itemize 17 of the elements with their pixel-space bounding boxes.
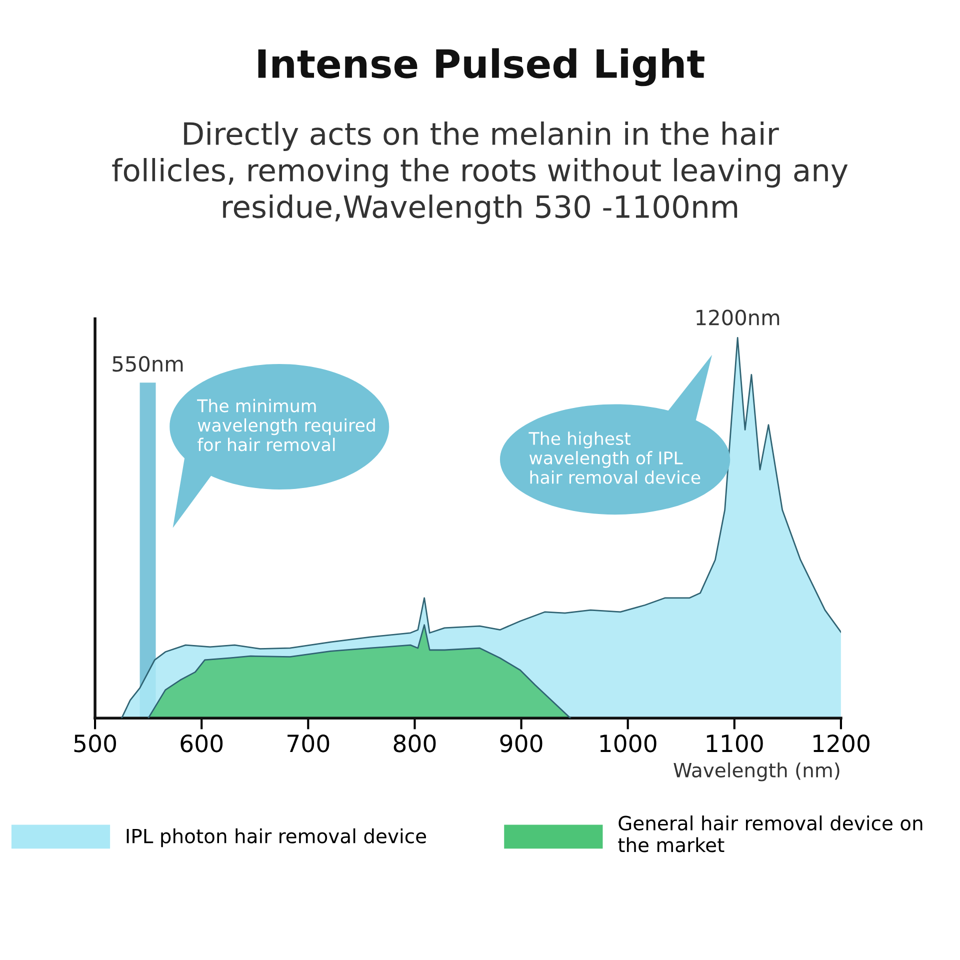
annotation: 1200nm: [696, 310, 780, 326]
x-tick-label: 900: [500, 734, 542, 752]
x-tick-label: 800: [394, 734, 436, 752]
x-axis-title: Wavelength (nm): [674, 762, 840, 782]
x-tick-label: 700: [288, 734, 330, 752]
chart-title: Intense Pulsed Light: [258, 48, 704, 86]
band-label: 550nm: [112, 356, 183, 372]
annotation: The minimum wavelength required for hair removal: [197, 398, 375, 452]
x-tick-label: 1000: [600, 734, 656, 752]
chart-subtitle: Directly acts on the melanin in the hair follicles, removing the roots without leaving any residue,Wavelength 530 -1100nm: [112, 121, 848, 224]
annotation: The highest wavelength of IPL hair removal device: [528, 432, 700, 484]
legend-label: IPL photon hair removal device: [126, 828, 426, 848]
x-tick-label: 1100: [706, 734, 763, 752]
x-tick-label: 600: [180, 734, 223, 752]
x-tick-label: 1200: [814, 734, 870, 752]
x-tick-label: 500: [74, 734, 116, 752]
legend-label: General hair removal device on the market: [618, 815, 922, 852]
